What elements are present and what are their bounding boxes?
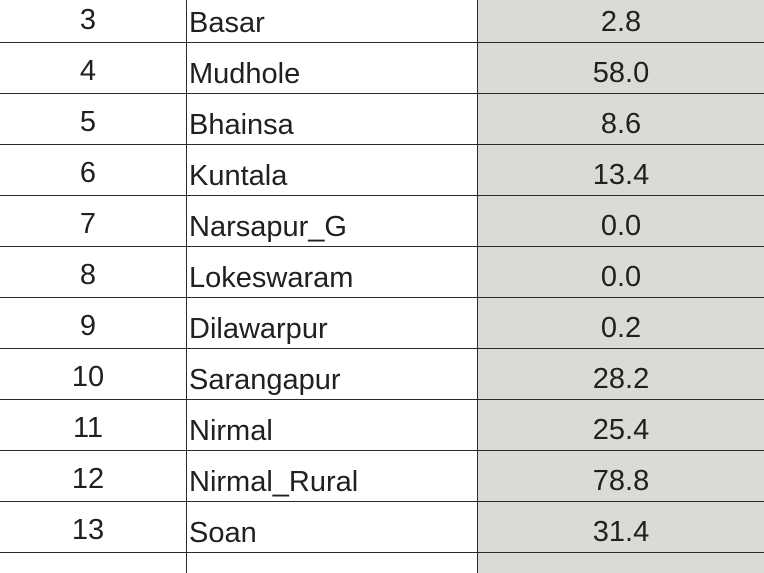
mandal-name-cell[interactable]: Soan [189, 517, 257, 549]
value-cell[interactable]: 8.6 [600, 108, 642, 140]
table-row: 6 Kuntala 13.4 [0, 145, 764, 196]
mandal-name-cell[interactable]: Mudhole [189, 58, 301, 90]
value-cell[interactable]: 0.0 [600, 210, 642, 242]
row-number-cell[interactable]: 4 [79, 55, 97, 87]
mandal-name-cell[interactable]: Dilawarpur [189, 313, 328, 345]
table-row: 5 Bhainsa 8.6 [0, 94, 764, 145]
table-row: 3 Basar 2.8 [0, 0, 764, 43]
value-cell[interactable]: 28.2 [592, 363, 650, 395]
table-row: 12 Nirmal_Rural 78.8 [0, 451, 764, 502]
mandal-name-cell[interactable]: Nirmal_Rural [189, 466, 359, 498]
mandal-name-cell[interactable]: Kuntala [189, 160, 288, 192]
table-row: 13 Soan 31.4 [0, 502, 764, 553]
mandal-name-cell[interactable]: Bhainsa [189, 109, 294, 141]
table-body: 3 Basar 2.8 4 Mudhole 58.0 5 Bhainsa 8.6… [0, 0, 764, 553]
mandal-name-cell[interactable]: Nirmal [189, 415, 273, 447]
mandal-name-cell[interactable]: Lokeswaram [189, 262, 354, 294]
value-cell[interactable]: 31.4 [592, 516, 650, 548]
value-column-shading [477, 0, 764, 573]
row-number-cell[interactable]: 13 [71, 514, 105, 546]
row-number-cell[interactable]: 12 [71, 463, 105, 495]
table-row: 9 Dilawarpur 0.2 [0, 298, 764, 349]
mandal-name-cell[interactable]: Sarangapur [189, 364, 341, 396]
row-number-cell[interactable]: 8 [79, 259, 97, 291]
table-row: 11 Nirmal 25.4 [0, 400, 764, 451]
row-number-cell[interactable]: 5 [79, 106, 97, 138]
value-cell[interactable]: 2.8 [600, 6, 642, 38]
value-cell[interactable]: 78.8 [592, 465, 650, 497]
value-cell[interactable]: 25.4 [592, 414, 650, 446]
value-cell[interactable]: 58.0 [592, 57, 650, 89]
row-number-cell[interactable]: 3 [79, 4, 97, 36]
table-row: 10 Sarangapur 28.2 [0, 349, 764, 400]
row-number-cell[interactable]: 11 [72, 412, 104, 444]
table-row: 7 Narsapur_G 0.0 [0, 196, 764, 247]
table-row: 8 Lokeswaram 0.0 [0, 247, 764, 298]
row-number-cell[interactable]: 10 [71, 361, 105, 393]
value-cell[interactable]: 0.0 [600, 261, 642, 293]
column-divider [186, 0, 187, 573]
column-divider [477, 0, 478, 573]
row-number-cell[interactable]: 9 [79, 310, 97, 342]
value-cell[interactable]: 13.4 [592, 159, 650, 191]
row-number-cell[interactable]: 7 [79, 208, 97, 240]
table-row: 4 Mudhole 58.0 [0, 43, 764, 94]
mandal-name-cell[interactable]: Basar [189, 7, 265, 39]
row-number-cell[interactable]: 6 [79, 157, 97, 189]
mandal-name-cell[interactable]: Narsapur_G [189, 211, 347, 243]
value-cell[interactable]: 0.2 [600, 312, 642, 344]
